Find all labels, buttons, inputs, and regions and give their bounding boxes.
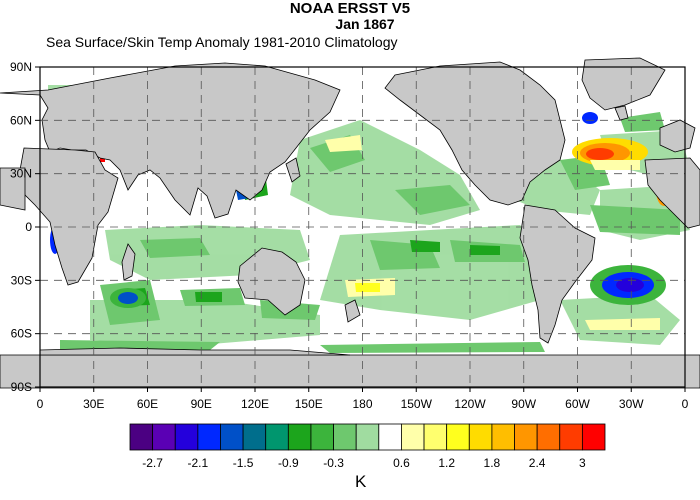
colorbar-swatch: [333, 423, 357, 451]
colorbar-swatch: [174, 423, 199, 451]
lat-tick-label: 90N: [10, 60, 32, 74]
lat-tick-label: 30N: [10, 167, 32, 181]
colorbar-label: -1.5: [233, 456, 254, 470]
colorbar-label: 2.4: [529, 456, 546, 470]
lat-tick-label: 60N: [10, 113, 32, 127]
lon-tick-label: 0: [682, 397, 689, 411]
colorbar-swatch: [581, 423, 606, 451]
lon-tick-label: 90W: [511, 397, 536, 411]
lon-tick-label: 150E: [295, 397, 323, 411]
map-date: Jan 1867: [335, 16, 395, 32]
colorbar-swatch: [378, 423, 402, 451]
colorbar: -2.7 -2.1 -1.5 -0.9 -0.3 0.6 1.2 1.8 2.4 3: [129, 423, 606, 470]
lon-tick-label: 150W: [401, 397, 433, 411]
colorbar-swatch: [491, 423, 515, 451]
colorbar-swatch: [423, 423, 448, 451]
lat-tick-label: 60S: [11, 327, 32, 341]
map-title: NOAA ERSST V5: [289, 0, 411, 17]
lon-tick-label: 180: [352, 397, 372, 411]
colorbar-swatch: [197, 423, 221, 451]
colorbar-swatch: [446, 423, 470, 451]
colorbar-label: 0.6: [393, 456, 410, 470]
colorbar-label: -0.3: [323, 456, 344, 470]
colorbar-label: 3: [579, 456, 586, 470]
lat-tick-label: 0: [25, 220, 32, 234]
colorbar-swatch: [287, 423, 312, 451]
colorbar-swatch: [242, 423, 267, 451]
colorbar-label: -2.1: [188, 456, 209, 470]
colorbar-swatch: [401, 423, 425, 451]
colorbar-swatch: [265, 423, 289, 451]
colorbar-swatch: [129, 423, 154, 451]
lon-tick-label: 30E: [83, 397, 104, 411]
lat-tick-label: 90S: [11, 380, 32, 394]
colorbar-swatch: [220, 423, 244, 451]
lon-tick-label: 60W: [565, 397, 590, 411]
lon-tick-label: 120E: [241, 397, 269, 411]
colorbar-label: 1.2: [438, 456, 455, 470]
colorbar-swatch: [310, 423, 334, 451]
graticule: [40, 67, 685, 387]
map-subtitle: Sea Surface/Skin Temp Anomaly 1981-2010 …: [46, 34, 398, 50]
colorbar-swatch: [152, 423, 176, 451]
lon-tick-label: 0: [37, 397, 44, 411]
lon-tick-label: 90E: [191, 397, 212, 411]
colorbar-label: 1.8: [484, 456, 501, 470]
lon-tick-label: 120W: [454, 397, 486, 411]
colorbar-label: -0.9: [278, 456, 299, 470]
lat-tick-label: 30S: [11, 273, 32, 287]
lon-tick-label: 30W: [619, 397, 644, 411]
lon-tick-label: 60E: [137, 397, 158, 411]
colorbar-swatch: [536, 423, 561, 451]
colorbar-units: K: [355, 472, 367, 491]
colorbar-swatch: [514, 423, 538, 451]
colorbar-swatch: [559, 423, 583, 451]
colorbar-swatch: [355, 423, 380, 451]
colorbar-swatch: [468, 423, 493, 451]
colorbar-label: -2.7: [142, 456, 163, 470]
